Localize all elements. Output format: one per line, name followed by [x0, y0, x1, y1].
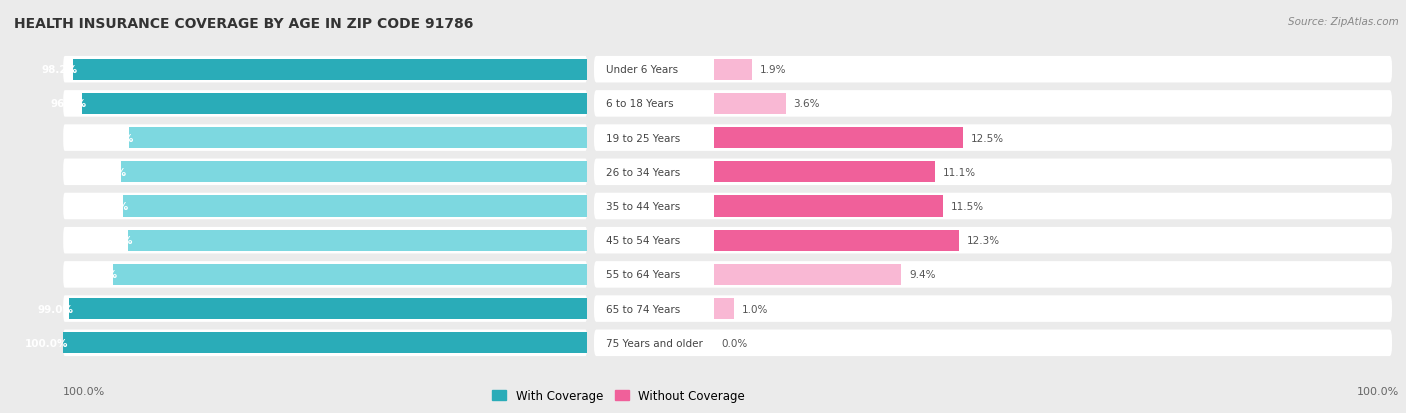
- FancyBboxPatch shape: [593, 296, 1392, 322]
- Bar: [714, 230, 959, 251]
- FancyBboxPatch shape: [593, 330, 1392, 356]
- Bar: [714, 128, 963, 149]
- FancyBboxPatch shape: [593, 159, 1392, 185]
- Text: 0.0%: 0.0%: [721, 338, 748, 348]
- Text: 87.5%: 87.5%: [97, 133, 134, 143]
- Text: 100.0%: 100.0%: [25, 338, 69, 348]
- Text: 99.0%: 99.0%: [38, 304, 73, 314]
- Text: 12.5%: 12.5%: [972, 133, 1004, 143]
- Text: Under 6 Years: Under 6 Years: [606, 65, 678, 75]
- Text: 9.4%: 9.4%: [910, 270, 936, 280]
- FancyBboxPatch shape: [593, 228, 1392, 254]
- Bar: [714, 94, 786, 115]
- Bar: [82, 94, 588, 115]
- Text: 11.5%: 11.5%: [950, 202, 984, 211]
- Text: 100.0%: 100.0%: [1357, 387, 1399, 396]
- Bar: [128, 230, 588, 251]
- FancyBboxPatch shape: [63, 57, 588, 83]
- Bar: [714, 264, 901, 285]
- Bar: [714, 59, 752, 81]
- Text: 1.9%: 1.9%: [759, 65, 786, 75]
- Text: HEALTH INSURANCE COVERAGE BY AGE IN ZIP CODE 91786: HEALTH INSURANCE COVERAGE BY AGE IN ZIP …: [14, 17, 474, 31]
- Text: 45 to 54 Years: 45 to 54 Years: [606, 236, 681, 246]
- FancyBboxPatch shape: [63, 91, 588, 117]
- Text: 87.7%: 87.7%: [97, 236, 134, 246]
- FancyBboxPatch shape: [63, 193, 588, 220]
- FancyBboxPatch shape: [593, 57, 1392, 83]
- FancyBboxPatch shape: [593, 91, 1392, 117]
- Text: 96.5%: 96.5%: [51, 99, 87, 109]
- Text: 65 to 74 Years: 65 to 74 Years: [606, 304, 681, 314]
- Text: 55 to 64 Years: 55 to 64 Years: [606, 270, 681, 280]
- FancyBboxPatch shape: [63, 159, 588, 185]
- FancyBboxPatch shape: [593, 125, 1392, 152]
- Bar: [714, 196, 943, 217]
- Text: 100.0%: 100.0%: [63, 387, 105, 396]
- FancyBboxPatch shape: [593, 261, 1392, 288]
- Text: 35 to 44 Years: 35 to 44 Years: [606, 202, 681, 211]
- Bar: [124, 196, 588, 217]
- Text: 19 to 25 Years: 19 to 25 Years: [606, 133, 681, 143]
- FancyBboxPatch shape: [593, 193, 1392, 220]
- Text: 11.1%: 11.1%: [943, 167, 976, 177]
- Bar: [112, 264, 588, 285]
- FancyBboxPatch shape: [63, 228, 588, 254]
- FancyBboxPatch shape: [63, 296, 588, 322]
- Legend: With Coverage, Without Coverage: With Coverage, Without Coverage: [488, 385, 749, 407]
- Text: 75 Years and older: 75 Years and older: [606, 338, 703, 348]
- Bar: [714, 298, 734, 319]
- Text: 88.5%: 88.5%: [93, 202, 129, 211]
- Text: 88.9%: 88.9%: [90, 167, 127, 177]
- Text: 6 to 18 Years: 6 to 18 Years: [606, 99, 673, 109]
- Bar: [129, 128, 588, 149]
- FancyBboxPatch shape: [63, 261, 588, 288]
- Bar: [73, 59, 588, 81]
- Text: 90.6%: 90.6%: [82, 270, 118, 280]
- Bar: [714, 162, 935, 183]
- FancyBboxPatch shape: [63, 330, 588, 356]
- Bar: [63, 332, 588, 354]
- Text: 98.2%: 98.2%: [42, 65, 77, 75]
- FancyBboxPatch shape: [63, 125, 588, 152]
- Bar: [121, 162, 588, 183]
- Bar: [69, 298, 588, 319]
- Text: 12.3%: 12.3%: [967, 236, 1000, 246]
- Text: 3.6%: 3.6%: [793, 99, 820, 109]
- Text: 26 to 34 Years: 26 to 34 Years: [606, 167, 681, 177]
- Text: Source: ZipAtlas.com: Source: ZipAtlas.com: [1288, 17, 1399, 26]
- Text: 1.0%: 1.0%: [741, 304, 768, 314]
